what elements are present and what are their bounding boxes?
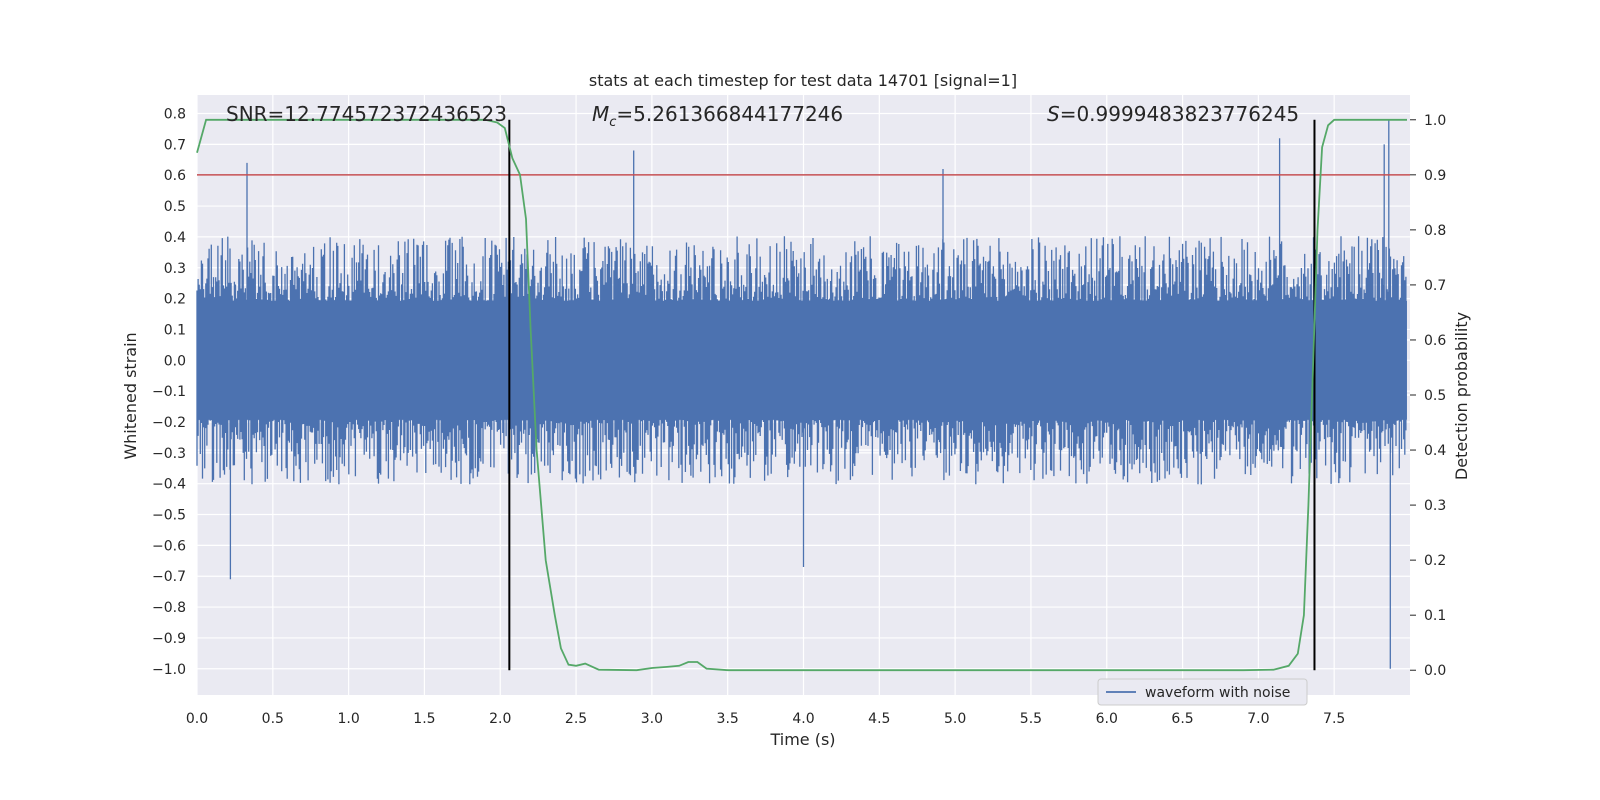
x-tick-label: 4.0 — [792, 711, 814, 727]
x-tick-label: 0.5 — [262, 711, 284, 727]
y2-tick-label: 1.0 — [1424, 113, 1446, 129]
waveform-series — [196, 119, 1407, 669]
y-tick-label: 0.2 — [164, 292, 186, 308]
y2-tick-label: 0.9 — [1424, 168, 1446, 184]
y-tick-label: −0.4 — [152, 477, 186, 493]
snr-annotation: SNR=12.774572372436523 — [226, 102, 507, 126]
x-tick-label: 6.5 — [1171, 711, 1193, 727]
y-tick-label: −0.9 — [152, 631, 186, 647]
x-tick-label: 1.5 — [413, 711, 435, 727]
waveform-path — [196, 119, 1407, 669]
y-tick-label: 0.0 — [164, 353, 186, 369]
y2-tick-label: 0.6 — [1424, 333, 1446, 349]
x-tick-label: 2.5 — [565, 711, 587, 727]
s-value: =0.9999483823776245 — [1060, 102, 1299, 126]
x-tick-label: 6.0 — [1096, 711, 1118, 727]
x-axis-label: Time (s) — [769, 730, 835, 749]
chart-title: stats at each timestep for test data 147… — [589, 71, 1017, 90]
x-ticks: 0.0 0.5 1.0 1.5 2.0 2.5 3.0 3.5 4.0 4.5 5.0 5.5 6.0 6… — [186, 711, 1345, 727]
y-tick-label: −0.2 — [152, 415, 186, 431]
y2-axis-label: Detection probability — [1452, 312, 1471, 480]
x-tick-label: 7.5 — [1323, 711, 1345, 727]
chirp-mass-subscript: c — [609, 115, 616, 130]
y-tick-label: 0.5 — [164, 199, 186, 215]
y-tick-label: 0.6 — [164, 168, 186, 184]
chirp-mass-value: =5.261366844177246 — [616, 102, 843, 126]
y-tick-label: 0.4 — [164, 230, 186, 246]
y-tick-label: −0.3 — [152, 446, 186, 462]
y-tick-label: −1.0 — [152, 662, 186, 678]
x-tick-label: 7.0 — [1247, 711, 1269, 727]
y-tick-label: −0.8 — [152, 600, 186, 616]
y2-tick-label: 0.2 — [1424, 553, 1446, 569]
legend-label: waveform with noise — [1145, 685, 1290, 701]
y-tick-label: 0.8 — [164, 107, 186, 123]
legend: waveform with noise — [1097, 678, 1308, 706]
y2-tick-label: 0.0 — [1424, 663, 1446, 679]
chirp-mass-annotation: Mc=5.261366844177246 — [592, 102, 843, 130]
y2-tick-label: 0.4 — [1424, 443, 1446, 459]
y2-ticks: 1.0 0.9 0.8 0.7 0.6 0.5 0.4 0.3 0.2 0.1 0.0 — [1410, 113, 1446, 679]
s-annotation: S=0.9999483823776245 — [1047, 102, 1299, 126]
x-tick-label: 5.5 — [1020, 711, 1042, 727]
x-tick-label: 3.0 — [641, 711, 663, 727]
y2-tick-label: 0.5 — [1424, 388, 1446, 404]
y-tick-label: −0.5 — [152, 508, 186, 524]
legend-box — [1097, 678, 1308, 706]
y-tick-label: −0.7 — [152, 569, 186, 585]
y2-tick-label: 0.1 — [1424, 608, 1446, 624]
x-tick-label: 5.0 — [944, 711, 966, 727]
y-tick-label: −0.1 — [152, 384, 186, 400]
y-tick-label: 0.3 — [164, 261, 186, 277]
y-tick-label: 0.7 — [164, 137, 186, 153]
y2-tick-label: 0.8 — [1424, 223, 1446, 239]
s-symbol: S — [1047, 102, 1060, 126]
y-tick-label: −0.6 — [152, 538, 186, 554]
x-tick-label: 3.5 — [717, 711, 739, 727]
vertical-markers — [508, 119, 1316, 671]
x-tick-label: 2.0 — [489, 711, 511, 727]
y2-tick-label: 0.3 — [1424, 498, 1446, 514]
x-tick-label: 0.0 — [186, 711, 208, 727]
chirp-mass-symbol: M — [592, 102, 609, 126]
y2-tick-label: 0.7 — [1424, 278, 1446, 294]
y-ticks: 0.8 0.7 0.6 0.5 0.4 0.3 0.2 0.1 0.0 −0.1 −0.2 −0.3 −… — [152, 107, 186, 678]
y-tick-label: 0.1 — [164, 322, 186, 338]
y-axis-label: Whitened strain — [121, 332, 140, 459]
x-tick-label: 4.5 — [868, 711, 890, 727]
x-tick-label: 1.0 — [337, 711, 359, 727]
detection-probability-line — [196, 118, 1407, 672]
